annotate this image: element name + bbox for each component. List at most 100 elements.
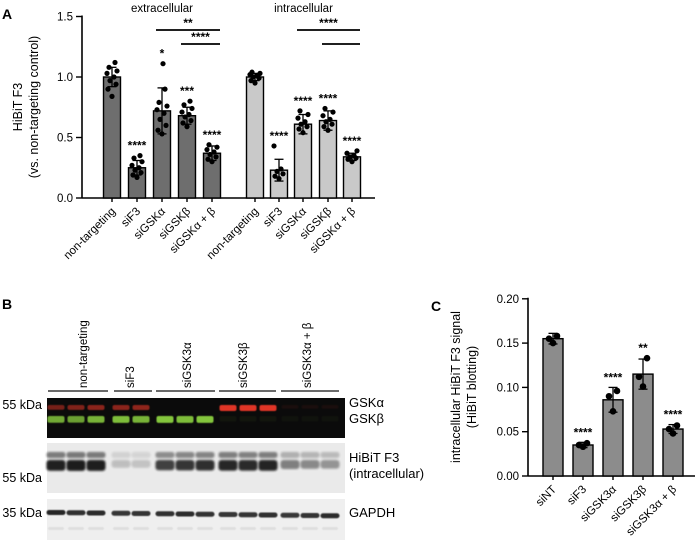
- significance-label: *: [160, 47, 165, 61]
- panel-a-letter: A: [2, 6, 13, 22]
- significance-label: ****: [604, 370, 623, 384]
- bar: [245, 76, 265, 199]
- blot-band-red: [239, 405, 257, 411]
- data-point: [344, 150, 350, 156]
- data-point: [111, 74, 117, 80]
- blot-band: [66, 452, 86, 458]
- significance-label: ****: [664, 408, 683, 422]
- blot-band: [300, 513, 320, 518]
- blot-band-faint: [88, 527, 104, 530]
- lane-group-label: siGSK3α + β: [302, 322, 314, 388]
- y-axis-title-line1: HiBiT F3: [11, 83, 25, 131]
- data-point: [182, 114, 188, 120]
- blot-label-hibit: HiBiT F3: [349, 450, 399, 465]
- data-point: [139, 159, 145, 165]
- blot-band-green: [321, 416, 339, 422]
- blot-band: [320, 513, 340, 519]
- data-point: [545, 335, 553, 342]
- data-point: [188, 117, 194, 124]
- x-tick-label: siNT: [534, 484, 559, 509]
- data-point: [271, 143, 277, 149]
- blot-band-red: [281, 405, 299, 409]
- blot-band: [155, 452, 175, 458]
- data-point: [156, 99, 162, 106]
- data-point: [280, 171, 286, 177]
- marker-label: 55 kDa: [2, 398, 42, 412]
- data-point: [349, 159, 355, 165]
- blot-band-red: [132, 405, 150, 411]
- blot-band-red: [47, 405, 65, 410]
- data-point: [129, 162, 135, 168]
- data-point: [325, 127, 331, 133]
- data-point: [673, 422, 681, 429]
- blot-label-gsk-alpha: GSKα: [349, 395, 384, 410]
- blot-band-faint: [302, 527, 318, 530]
- data-point: [327, 116, 333, 122]
- data-point: [184, 124, 190, 130]
- data-point: [109, 93, 115, 99]
- blot-band: [238, 460, 258, 471]
- data-point: [351, 153, 357, 159]
- lane-group-label: siGSK3β: [238, 342, 250, 388]
- panel-b-letter: B: [2, 296, 13, 312]
- data-point: [302, 119, 308, 125]
- data-point: [157, 116, 163, 122]
- significance-label: **: [183, 16, 193, 30]
- data-point: [330, 109, 336, 115]
- data-point: [207, 151, 213, 158]
- data-point: [575, 441, 583, 449]
- significance-label: ****: [319, 91, 338, 105]
- y-tick-label: 0.05: [497, 427, 519, 439]
- data-point: [154, 107, 160, 113]
- significance-label: ****: [270, 129, 289, 143]
- data-point: [214, 144, 220, 150]
- data-point: [669, 430, 677, 437]
- data-point: [297, 108, 303, 114]
- blot-band-green: [176, 416, 194, 423]
- blot-band-red: [301, 405, 319, 409]
- panel-c-bar-chart: 0.00 0.05 0.10 0.15 0.20 intracellular HiBiT …: [449, 294, 695, 538]
- data-point: [206, 142, 212, 148]
- data-point: [104, 70, 110, 76]
- blot-band: [195, 460, 215, 471]
- data-point: [323, 119, 329, 125]
- blot-band: [86, 452, 106, 458]
- data-point: [609, 408, 617, 415]
- data-point: [179, 109, 185, 115]
- blot-band: [238, 512, 258, 518]
- blot-band-green: [239, 416, 257, 422]
- blot-band-faint: [48, 527, 64, 530]
- data-point: [107, 78, 113, 84]
- data-point: [321, 124, 327, 130]
- blot-band-faint: [157, 527, 173, 530]
- data-point: [159, 131, 165, 137]
- blot-band: [195, 511, 215, 517]
- data-point: [354, 148, 360, 154]
- data-point: [257, 70, 263, 76]
- data-point: [112, 59, 118, 66]
- blot-band: [218, 452, 238, 458]
- y-tick-label: 0.5: [57, 133, 73, 145]
- blot-band: [258, 452, 278, 458]
- data-point: [137, 153, 143, 159]
- data-point: [553, 332, 561, 340]
- blot-band: [86, 510, 106, 516]
- data-point: [639, 383, 647, 390]
- data-point: [320, 113, 326, 119]
- blot-band: [175, 460, 195, 471]
- blot-band-faint: [68, 527, 84, 530]
- blot-band: [300, 460, 320, 469]
- blot-band: [175, 511, 195, 517]
- blot-band-green: [132, 416, 150, 423]
- significance-label: ****: [128, 139, 147, 153]
- blot-band: [66, 510, 86, 516]
- blot-band: [46, 452, 66, 458]
- significance-label: ****: [191, 30, 210, 44]
- blot-band-faint: [282, 527, 298, 530]
- data-point: [136, 165, 142, 171]
- blot-band: [238, 452, 258, 458]
- panel-c-letter: C: [431, 298, 442, 314]
- panel-b-western-blots: non-targeting siF3 siGSK3α siGSK3β siGSK3α +…: [2, 320, 424, 540]
- data-point: [164, 103, 170, 109]
- blot-band: [131, 452, 151, 458]
